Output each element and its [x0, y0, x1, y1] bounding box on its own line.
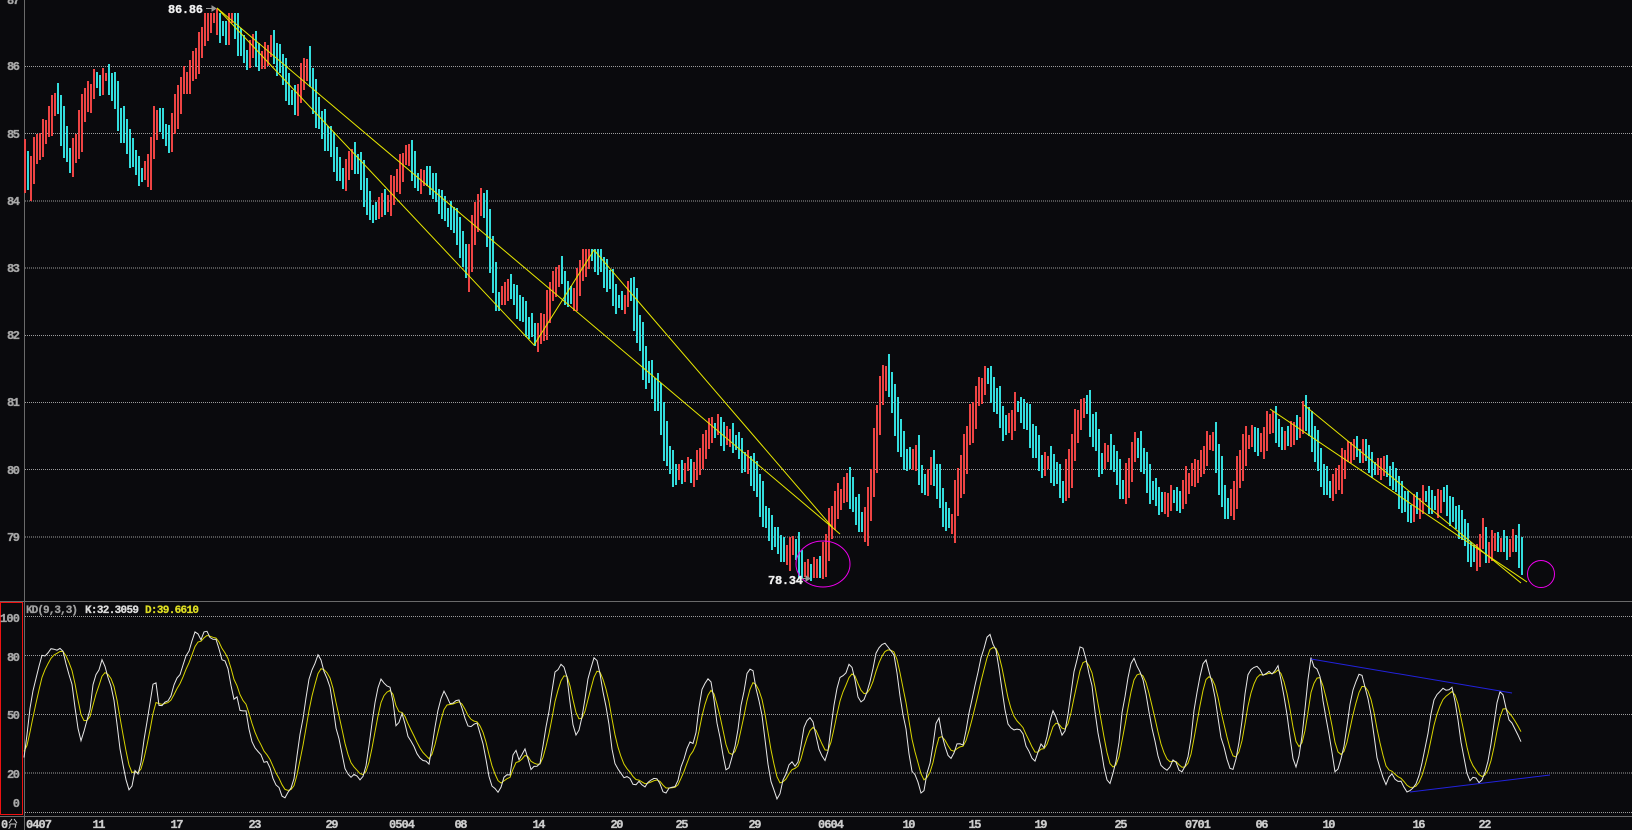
svg-text:81: 81: [7, 396, 20, 410]
svg-text:16: 16: [1413, 818, 1426, 830]
svg-text:K:32.3059: K:32.3059: [85, 605, 139, 617]
svg-text:19: 19: [1035, 818, 1048, 830]
svg-text:29: 29: [749, 818, 762, 830]
svg-text:50: 50: [7, 709, 20, 723]
svg-text:29: 29: [326, 818, 339, 830]
svg-text:15: 15: [969, 818, 982, 830]
svg-text:25: 25: [1115, 818, 1128, 830]
svg-text:82: 82: [7, 329, 20, 343]
svg-text:20: 20: [611, 818, 624, 830]
svg-text:20: 20: [7, 768, 20, 782]
svg-text:0701: 0701: [1185, 818, 1211, 830]
svg-text:86: 86: [7, 60, 20, 74]
svg-text:80: 80: [7, 464, 20, 478]
svg-text:0604: 0604: [818, 818, 844, 830]
svg-text:08: 08: [455, 818, 468, 830]
svg-text:10: 10: [1323, 818, 1336, 830]
svg-text:22: 22: [1479, 818, 1492, 830]
svg-text:80: 80: [7, 651, 20, 665]
svg-text:0407: 0407: [26, 818, 52, 830]
svg-text:83: 83: [7, 262, 20, 276]
svg-text:10: 10: [903, 818, 916, 830]
svg-text:100: 100: [0, 612, 20, 626]
svg-text:25: 25: [676, 818, 689, 830]
svg-text:0504: 0504: [389, 818, 415, 830]
svg-text:0: 0: [1, 818, 8, 830]
svg-text:23: 23: [249, 818, 262, 830]
svg-text:14: 14: [533, 818, 546, 830]
svg-text:79: 79: [7, 531, 20, 545]
svg-text:11: 11: [93, 818, 106, 830]
svg-text:85: 85: [7, 128, 20, 142]
svg-text:78.34: 78.34: [768, 574, 803, 588]
svg-text:86.86: 86.86: [168, 3, 203, 17]
svg-text:06: 06: [1256, 818, 1269, 830]
svg-text:87: 87: [7, 0, 20, 8]
svg-text:D:39.6610: D:39.6610: [145, 605, 199, 617]
svg-text:0: 0: [13, 797, 20, 811]
svg-text:84: 84: [7, 195, 20, 209]
svg-text:KD(9,3,3): KD(9,3,3): [26, 605, 78, 617]
svg-text:17: 17: [171, 818, 184, 830]
